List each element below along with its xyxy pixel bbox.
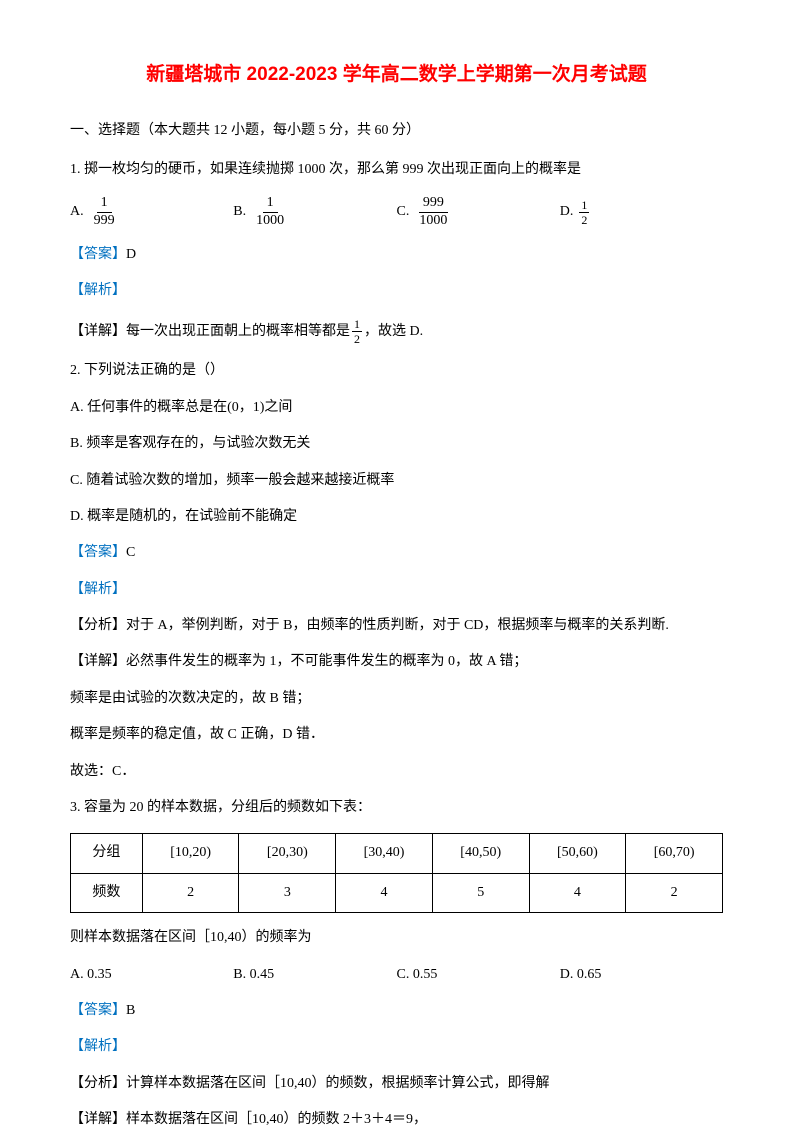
q2-detail2: 频率是由试验的次数决定的，故 B 错； [70, 688, 723, 710]
fraction: 999 1000 [415, 195, 451, 230]
option-label: A. [70, 201, 84, 223]
q3-text: 3. 容量为 20 的样本数据，分组后的频数如下表： [70, 797, 723, 819]
q2-option-c: C. 随着试验次数的增加，频率一般会越来越接近概率 [70, 470, 723, 492]
q2-detail3: 概率是频率的稳定值，故 C 正确，D 错． [70, 724, 723, 746]
q3-analysis: 【分析】计算样本数据落在区间［10,40）的频数，根据频率计算公式，即得解 [70, 1073, 723, 1095]
table-row: 分组 [10,20) [20,30) [30,40) [40,50) [50,6… [71, 834, 723, 873]
table-row: 频数 2 3 4 5 4 2 [71, 873, 723, 912]
q1-option-d: D. 1 2 [560, 198, 723, 228]
frac-numerator: 1 [352, 317, 362, 332]
q1-option-a: A. 1 999 [70, 195, 233, 230]
frac-numerator: 1 [579, 198, 589, 213]
q1-option-c: C. 999 1000 [397, 195, 560, 230]
frac-denominator: 999 [90, 213, 119, 230]
q3-analysis-label: 【解析】 [70, 1036, 723, 1058]
option-label: B. [233, 201, 246, 223]
table-cell: 5 [432, 873, 529, 912]
q3-answer: 【答案】B [70, 1000, 723, 1022]
answer-bracket: 【答案】 [70, 1003, 126, 1018]
fraction: 1 2 [579, 198, 589, 228]
q1-options: A. 1 999 B. 1 1000 C. 999 1000 D. 1 2 [70, 195, 723, 230]
q3-option-c: C. 0.55 [397, 964, 560, 986]
table-cell: 2 [626, 873, 723, 912]
exam-title: 新疆塔城市 2022-2023 学年高二数学上学期第一次月考试题 [70, 60, 723, 90]
frac-numerator: 1 [263, 195, 278, 213]
q2-option-a: A. 任何事件的概率总是在(0，1)之间 [70, 397, 723, 419]
q2-detail4: 故选：C． [70, 761, 723, 783]
table-cell: 2 [142, 873, 239, 912]
answer-value: B [126, 1003, 135, 1018]
q2-analysis-label: 【解析】 [70, 579, 723, 601]
detail-prefix: 【详解】每一次出现正面朝上的概率相等都是 [70, 324, 350, 339]
fraction: 1 2 [352, 317, 362, 347]
answer-value: C [126, 545, 135, 560]
q2-option-d: D. 概率是随机的，在试验前不能确定 [70, 506, 723, 528]
q3-option-b: B. 0.45 [233, 964, 396, 986]
q1-detail: 【详解】每一次出现正面朝上的概率相等都是 1 2 ，故选 D. [70, 317, 723, 347]
q3-options: A. 0.35 B. 0.45 C. 0.55 D. 0.65 [70, 964, 723, 986]
q2-option-b: B. 频率是客观存在的，与试验次数无关 [70, 433, 723, 455]
q1-analysis-label: 【解析】 [70, 280, 723, 302]
table-cell: 3 [239, 873, 336, 912]
table-cell: [30,40) [336, 834, 433, 873]
table-cell: [50,60) [529, 834, 626, 873]
frac-denominator: 2 [579, 213, 589, 227]
table-cell: [20,30) [239, 834, 336, 873]
table-cell: [10,20) [142, 834, 239, 873]
q1-answer: 【答案】D [70, 244, 723, 266]
table-cell: [40,50) [432, 834, 529, 873]
table-cell: 分组 [71, 834, 143, 873]
option-label: C. [397, 201, 410, 223]
q2-analysis: 【分析】对于 A，举例判断，对于 B，由频率的性质判断，对于 CD，根据频率与概… [70, 615, 723, 637]
q3-after-table: 则样本数据落在区间［10,40）的频率为 [70, 927, 723, 949]
frac-numerator: 1 [97, 195, 112, 213]
table-cell: 4 [529, 873, 626, 912]
table-cell: [60,70) [626, 834, 723, 873]
frac-denominator: 1000 [415, 213, 451, 230]
q2-answer: 【答案】C [70, 542, 723, 564]
frac-numerator: 999 [419, 195, 448, 213]
table-cell: 4 [336, 873, 433, 912]
q1-option-b: B. 1 1000 [233, 195, 396, 230]
table-cell: 频数 [71, 873, 143, 912]
q3-frequency-table: 分组 [10,20) [20,30) [30,40) [40,50) [50,6… [70, 833, 723, 913]
answer-value: D [126, 247, 136, 262]
q3-option-d: D. 0.65 [560, 964, 723, 986]
section-heading: 一、选择题（本大题共 12 小题，每小题 5 分，共 60 分） [70, 120, 723, 142]
q3-detail: 【详解】样本数据落在区间［10,40）的频数 2＋3＋4＝9， [70, 1109, 723, 1131]
q2-text: 2. 下列说法正确的是（） [70, 360, 723, 382]
answer-bracket: 【答案】 [70, 247, 126, 262]
q1-text: 1. 掷一枚均匀的硬币，如果连续抛掷 1000 次，那么第 999 次出现正面向… [70, 159, 723, 181]
fraction: 1 999 [90, 195, 119, 230]
detail-suffix: ，故选 D. [364, 324, 423, 339]
option-label: D. [560, 201, 574, 223]
q2-detail1: 【详解】必然事件发生的概率为 1，不可能事件发生的概率为 0，故 A 错； [70, 651, 723, 673]
answer-bracket: 【答案】 [70, 545, 126, 560]
q3-option-a: A. 0.35 [70, 964, 233, 986]
frac-denominator: 2 [352, 332, 362, 346]
fraction: 1 1000 [252, 195, 288, 230]
frac-denominator: 1000 [252, 213, 288, 230]
